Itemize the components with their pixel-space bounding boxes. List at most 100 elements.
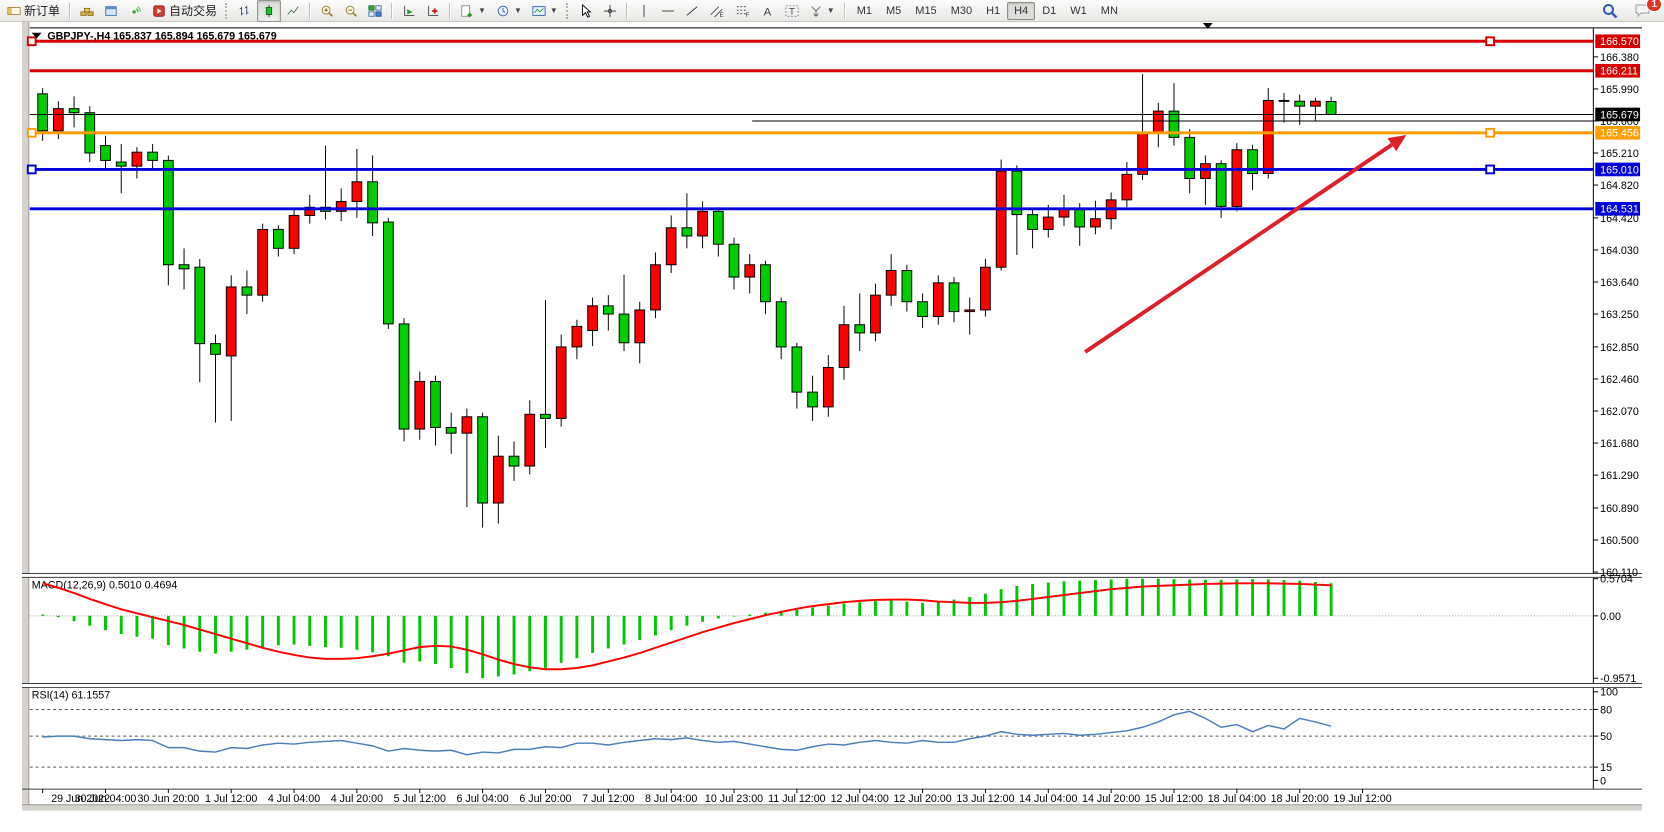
- arrows-button[interactable]: ▼: [804, 0, 840, 22]
- price-badge-label: 164.531: [1600, 204, 1639, 216]
- cursor-button[interactable]: [574, 0, 598, 22]
- timeframe-h1[interactable]: H1: [986, 4, 1001, 17]
- price-tick-label: 166.380: [1600, 52, 1639, 64]
- macd-tick-label: -0.9571: [1600, 673, 1636, 685]
- notifications-button[interactable]: 1: [1629, 0, 1662, 22]
- timeframe-m30[interactable]: M30: [950, 4, 973, 17]
- candlestick: [508, 455, 520, 467]
- timeframe-h4[interactable]: H4: [1007, 1, 1036, 20]
- tile-windows-button[interactable]: [363, 0, 387, 22]
- chart-title: GBPJPY-,H4 165.837 165.894 165.679 165.6…: [47, 31, 276, 43]
- candlestick: [602, 305, 614, 315]
- line-chart-mode-button[interactable]: [281, 0, 305, 22]
- time-tick-label: 6 Jul 20:00: [519, 793, 571, 805]
- time-tick-label: 12 Jul 04:00: [831, 793, 889, 805]
- price-tick-label: 161.680: [1600, 438, 1639, 450]
- line-handle[interactable]: [26, 127, 37, 138]
- fibonacci-icon: F: [736, 5, 749, 18]
- time-tick-label: 10 Jul 23:00: [705, 793, 763, 805]
- fibonacci-button[interactable]: F: [730, 0, 756, 22]
- line-handle[interactable]: [1485, 36, 1495, 47]
- new-order-icon: [7, 6, 21, 15]
- auto-trading-button[interactable]: 自动交易: [147, 0, 222, 22]
- candlestick: [1325, 100, 1337, 115]
- bar-chart-mode-button[interactable]: [233, 0, 257, 22]
- timeframe-mn[interactable]: MN: [1100, 4, 1118, 17]
- candlestick: [1310, 100, 1321, 107]
- trendline-icon: [686, 5, 698, 16]
- zoom-out-button[interactable]: [339, 0, 363, 22]
- candlestick: [162, 159, 174, 266]
- search-icon: [1603, 3, 1618, 18]
- price-tick-label: 162.460: [1600, 374, 1639, 386]
- chart-shift-button[interactable]: [421, 0, 445, 22]
- time-tick-label: 4 Jul 04:00: [268, 793, 320, 805]
- chart-shift-marker[interactable]: [1202, 22, 1213, 29]
- candlestick: [838, 324, 850, 368]
- label-button[interactable]: T: [780, 0, 804, 22]
- time-tick-label: 30 Jun 04:00: [75, 793, 137, 805]
- auto-scroll-button[interactable]: [397, 0, 421, 22]
- candlestick: [178, 264, 190, 270]
- line-handle[interactable]: [1485, 164, 1495, 175]
- candlestick: [147, 151, 158, 161]
- timeframe-w1[interactable]: W1: [1070, 4, 1087, 17]
- price-tick-label: 161.290: [1600, 470, 1639, 482]
- new-order-button[interactable]: 新订单: [2, 0, 65, 22]
- timeframe-d1[interactable]: D1: [1042, 4, 1057, 17]
- vertical-line-button[interactable]: [632, 0, 656, 22]
- candlestick: [414, 380, 426, 430]
- clock-icon: [497, 5, 509, 16]
- crosshair-button[interactable]: [598, 0, 622, 22]
- candlestick: [744, 264, 756, 278]
- candlestick: [901, 270, 913, 303]
- new-window-button[interactable]: [99, 0, 123, 22]
- chart-canvas[interactable]: 166.380 165.990 165.600 165.210 164.820 164.4…: [0, 22, 1664, 832]
- search-button[interactable]: [1597, 0, 1623, 22]
- time-tick-label: 14 Jul 20:00: [1082, 793, 1140, 805]
- templates-button[interactable]: ▼: [527, 0, 563, 22]
- panel-divider[interactable]: [22, 683, 1642, 688]
- label-icon: T: [785, 4, 799, 17]
- signals-button[interactable]: [123, 0, 147, 22]
- timeframe-m5[interactable]: M5: [886, 4, 902, 17]
- time-tick-label: 11 Jul 12:00: [768, 793, 825, 805]
- caret-down-icon: ▼: [513, 6, 522, 15]
- candlestick: [697, 210, 708, 237]
- line-handle[interactable]: [1485, 127, 1495, 138]
- time-tick-label: 15 Jul 12:00: [1145, 793, 1203, 805]
- new-chart-button[interactable]: ▼: [455, 0, 491, 22]
- separator: [391, 2, 394, 19]
- chart-menu-arrow-icon[interactable]: [31, 32, 42, 39]
- timeframe-m15[interactable]: M15: [915, 4, 937, 17]
- price-tick-label: 162.850: [1600, 342, 1639, 354]
- zoom-in-button[interactable]: [315, 0, 339, 22]
- line-handle[interactable]: [26, 164, 37, 175]
- equidistant-channel-button[interactable]: E: [704, 0, 730, 22]
- price-tick-label: 160.500: [1600, 535, 1639, 547]
- price-badge: [1595, 201, 1641, 216]
- horizontal-line-icon: [661, 10, 674, 11]
- text-button[interactable]: A: [756, 0, 780, 22]
- candlestick: [775, 301, 787, 348]
- candlestick: [430, 380, 441, 428]
- line-handle[interactable]: [26, 36, 37, 47]
- candlestick-mode-button[interactable]: [257, 0, 282, 22]
- fibo-letter: F: [745, 12, 749, 18]
- price-badge-label: 166.211: [1600, 66, 1638, 78]
- trend-arrow-head[interactable]: [1387, 134, 1407, 152]
- vertical-line-icon: [643, 4, 645, 17]
- price-badge: [1595, 34, 1641, 49]
- panel-divider[interactable]: [22, 573, 1642, 578]
- candlestick: [445, 426, 457, 434]
- horizontal-line-button[interactable]: [656, 0, 680, 22]
- profiles-button[interactable]: ▼: [491, 0, 527, 22]
- candlestick: [791, 346, 803, 393]
- zoom-in-icon: [321, 5, 333, 17]
- market-watch-button[interactable]: [75, 0, 99, 22]
- separator: [449, 2, 452, 19]
- timeframe-m1[interactable]: M1: [856, 4, 872, 17]
- rsi-tick-label: 80: [1600, 704, 1612, 716]
- trend-arrow-line[interactable]: [1084, 143, 1393, 354]
- trendline-button[interactable]: [680, 0, 704, 22]
